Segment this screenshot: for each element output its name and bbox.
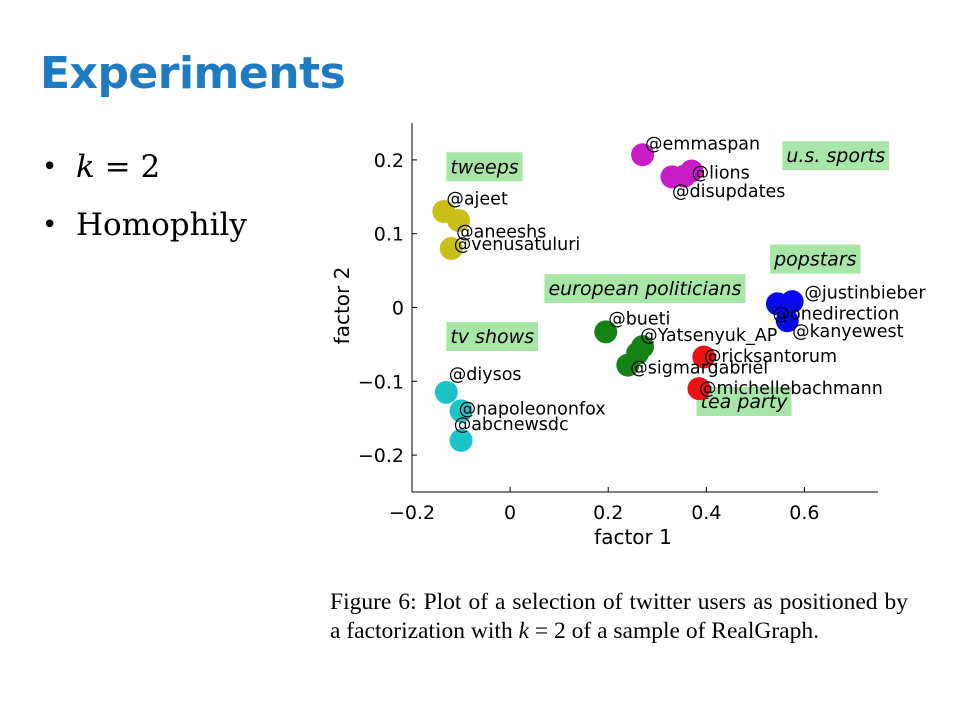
data-point — [687, 377, 711, 401]
y-tick-label: −0.1 — [358, 371, 404, 393]
point-label: @onedirection — [773, 304, 900, 324]
group-label-box — [544, 274, 746, 304]
data-point — [439, 236, 463, 260]
group-label: popstars — [773, 249, 857, 271]
data-point — [447, 208, 471, 232]
group-label-box — [782, 141, 890, 171]
group-label: tv shows — [450, 326, 534, 348]
x-tick-label: 0.6 — [789, 502, 819, 524]
y-tick-label: 0.1 — [374, 224, 404, 246]
point-label: @justinbieber — [804, 284, 926, 304]
slide-title: Experiments — [40, 48, 346, 99]
point-label: @abcnewsdc — [454, 415, 569, 435]
math-k: k — [76, 149, 95, 185]
data-point — [780, 290, 804, 314]
bullet-dot-icon: • — [42, 210, 58, 240]
group-label-box — [696, 386, 792, 416]
bullet-homophily: • Homophily — [40, 200, 247, 258]
point-label: @emmaspan — [645, 135, 760, 155]
x-axis-label: factor 1 — [594, 525, 672, 549]
bullet-text: Homophily — [76, 207, 247, 243]
caption-math-k: k — [518, 618, 530, 644]
data-point — [434, 380, 458, 404]
data-point — [594, 320, 618, 344]
point-label: @disupdates — [672, 182, 785, 202]
group-label-box — [446, 322, 539, 352]
bullet-text: = 2 — [94, 149, 161, 185]
point-label: @napoleononfox — [459, 400, 606, 420]
x-tick-label: 0.2 — [593, 502, 623, 524]
y-tick-label: −0.2 — [358, 445, 404, 467]
point-label: @diysos — [449, 365, 522, 385]
point-label: @kanyewest — [792, 322, 903, 342]
group-label-box — [446, 152, 523, 182]
data-point — [692, 345, 716, 369]
data-point — [626, 341, 650, 365]
point-label: @michellebachmann — [699, 379, 883, 399]
y-axis-label: factor 2 — [330, 267, 354, 345]
point-label: @ajeet — [446, 189, 508, 209]
x-tick-label: 0.4 — [691, 502, 721, 524]
point-label: @aneeshs — [456, 222, 546, 242]
caption-text-end: of a sample of RealGraph. — [565, 618, 819, 644]
group-label-box — [770, 244, 861, 274]
bullet-k-equals-2: • k = 2 — [40, 142, 247, 200]
bullet-dot-icon: • — [42, 152, 58, 182]
group-label: european politicians — [548, 278, 741, 300]
caption-eq: = 2 — [529, 618, 566, 644]
y-tick-label: 0.2 — [374, 150, 404, 172]
caption-text: Figure 6: Plot of a selection of twitter… — [330, 589, 908, 644]
data-point — [449, 399, 473, 423]
group-label: tweeps — [450, 156, 518, 178]
point-label: @Yatsenyuk_AP — [640, 326, 777, 346]
data-point — [672, 164, 696, 188]
x-tick-label: −0.2 — [389, 502, 435, 524]
y-tick-label: 0 — [392, 298, 404, 320]
point-label: @ricksantorum — [704, 347, 837, 367]
data-point — [775, 309, 799, 333]
point-label: @lions — [692, 163, 750, 183]
point-label: @bueti — [608, 310, 670, 330]
data-point — [631, 143, 655, 167]
group-label: u.s. sports — [786, 145, 885, 167]
point-label: @sigmargabriel — [630, 358, 768, 378]
figure-caption: Figure 6: Plot of a selection of twitter… — [330, 588, 908, 646]
x-tick-label: 0 — [504, 502, 516, 524]
point-label: @venusatuluri — [454, 235, 581, 255]
group-label: tea party — [701, 391, 789, 413]
data-point — [449, 428, 473, 452]
bullet-list: • k = 2 • Homophily — [40, 142, 247, 258]
